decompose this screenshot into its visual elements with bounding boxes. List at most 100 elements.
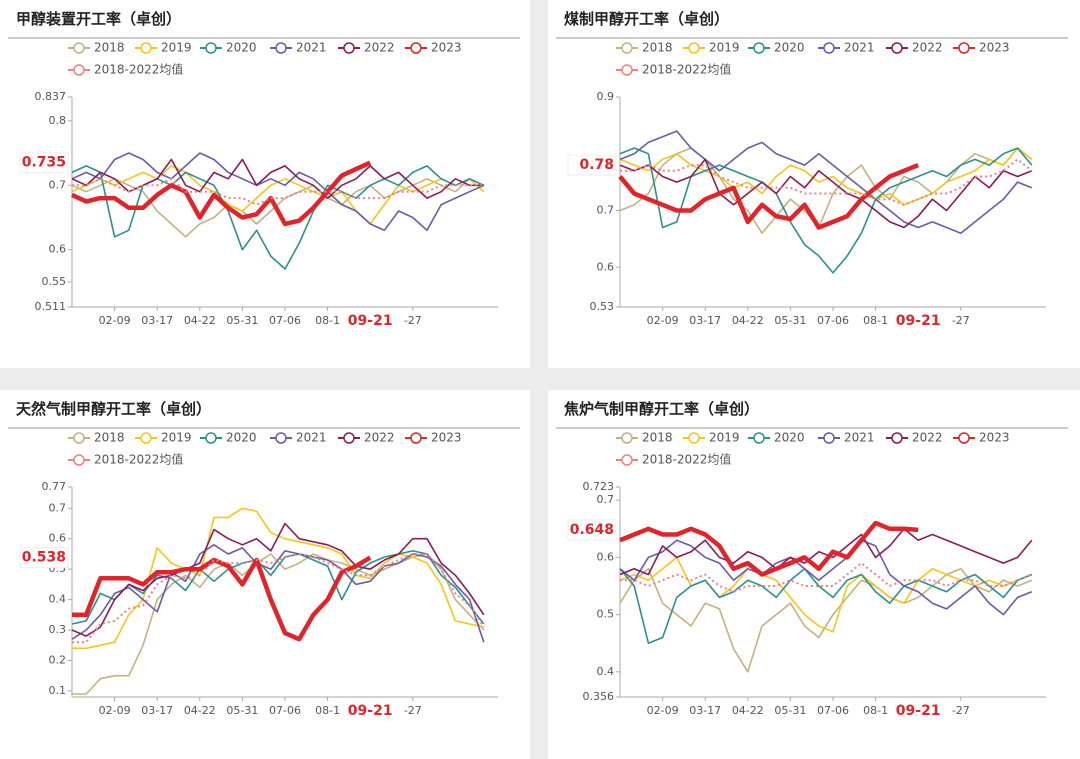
legend-marker xyxy=(205,42,217,54)
series-line xyxy=(619,556,1033,633)
x-tick-label: 04-22 xyxy=(732,314,764,327)
series-line xyxy=(620,562,1033,593)
x-tick-label: 04-22 xyxy=(732,704,764,717)
legend-marker xyxy=(823,432,835,444)
series-line xyxy=(71,165,485,270)
y-tick-label: 0.6 xyxy=(49,532,67,545)
legend-label: 2022 xyxy=(912,431,943,445)
legend-marker xyxy=(140,42,152,54)
legend-label: 2022 xyxy=(364,41,395,55)
legend-marker xyxy=(621,432,633,444)
series-line xyxy=(71,158,484,199)
legend-label: 2022 xyxy=(912,41,943,55)
x-tick-label: 08-1 xyxy=(315,704,340,717)
series-line xyxy=(619,528,1033,576)
legend-label: 2023 xyxy=(431,431,462,445)
legend-marker xyxy=(891,42,903,54)
x-tick-label: 03-17 xyxy=(689,314,721,327)
legend-marker xyxy=(343,42,355,54)
series-line xyxy=(71,160,372,227)
legend-label: 2019 xyxy=(161,431,192,445)
pointer-x-box xyxy=(346,311,395,331)
legend-label: 2018 xyxy=(642,431,673,445)
chart-title: 焦炉气制甲醇开工率（卓创） xyxy=(563,400,759,418)
series-line xyxy=(619,147,1033,206)
legend-marker xyxy=(891,432,903,444)
legend-label: 2018 xyxy=(642,41,673,55)
legend-marker xyxy=(753,42,765,54)
x-tick-label: 08-1 xyxy=(863,704,888,717)
pointer-y-box xyxy=(567,519,617,541)
legend-marker xyxy=(753,432,765,444)
series-line xyxy=(71,550,485,625)
y-tick-label: 0.6 xyxy=(597,260,615,273)
x-tick-label: 03-17 xyxy=(141,314,173,327)
legend-marker xyxy=(73,42,85,54)
legend-marker xyxy=(73,454,85,466)
pointer-x-label: 09-21 xyxy=(896,703,941,719)
x-tick-label: 08-1 xyxy=(863,314,888,327)
legend-label: 2018 xyxy=(94,431,125,445)
legend-marker xyxy=(343,432,355,444)
chart: 天然气制甲醇开工率（卓创） 2018 2019 2020 2021 2022 2023 201… xyxy=(8,400,520,721)
y-tick-label: 0.4 xyxy=(597,665,615,678)
legend-marker xyxy=(958,432,970,444)
legend-marker xyxy=(205,432,217,444)
x-tick-label: 05-31 xyxy=(226,314,258,327)
y-tick-label: 0.53 xyxy=(590,300,615,313)
series-line xyxy=(619,520,919,577)
legend-marker xyxy=(275,42,287,54)
legend-marker xyxy=(621,454,633,466)
chart-title: 天然气制甲醇开工率（卓创） xyxy=(16,400,211,418)
legend-label: 2021 xyxy=(296,431,327,445)
series-line xyxy=(619,147,1033,274)
pointer-y-label: 0.648 xyxy=(570,522,614,538)
pointer-y-label: 0.735 xyxy=(22,155,66,171)
y-tick-label: 0.55 xyxy=(42,275,67,288)
legend-marker xyxy=(958,42,970,54)
x-tick-label: 07-06 xyxy=(817,704,849,717)
y-tick-label: 0.7 xyxy=(49,501,67,514)
legend-label: 2021 xyxy=(844,431,875,445)
y-tick-label: 0.7 xyxy=(597,204,615,217)
pointer-y-label: 0.538 xyxy=(22,550,66,566)
pointer-x-box xyxy=(894,311,943,331)
x-tick-label: 05-31 xyxy=(774,704,806,717)
pointer-x-label: 09-21 xyxy=(348,703,393,719)
x-tick-label: 02-09 xyxy=(647,314,679,327)
y-tick-label: 0.7 xyxy=(597,493,615,506)
x-tick-label: 04-22 xyxy=(184,704,216,717)
y-tick-label: 0.356 xyxy=(583,690,615,703)
legend-marker xyxy=(73,432,85,444)
legend-label: 2020 xyxy=(774,431,805,445)
legend-label: 2018-2022均值 xyxy=(642,62,731,77)
legend-marker xyxy=(621,64,633,76)
series-line xyxy=(620,158,1033,206)
pointer-y-label: 0.78 xyxy=(579,157,614,173)
x-tick-label: 02-09 xyxy=(99,704,131,717)
pointer-y-box xyxy=(19,152,69,174)
series-line xyxy=(72,555,372,642)
y-tick-label: 0.6 xyxy=(49,243,67,256)
panel: 天然气制甲醇开工率（卓创） 2018 2019 2020 2021 2022 2023 201… xyxy=(0,390,530,759)
y-tick-label: 0.77 xyxy=(42,480,67,493)
chart-title: 甲醇装置开工率（卓创） xyxy=(16,10,181,28)
panel: 焦炉气制甲醇开工率（卓创） 2018 2019 2020 2021 2022 2023 201… xyxy=(548,390,1080,759)
y-tick-label: 0.5 xyxy=(597,608,615,621)
pointer-y-box xyxy=(567,154,617,176)
legend-label: 2018 xyxy=(94,41,125,55)
y-tick-label: 0.3 xyxy=(49,623,67,636)
y-tick-label: 0.837 xyxy=(35,90,67,103)
legend-marker xyxy=(73,64,85,76)
chart: 煤制甲醇开工率（卓创） 2018 2019 2020 2021 2022 2023 2018-… xyxy=(556,10,1068,331)
panel: 甲醇装置开工率（卓创） 2018 2019 2020 2021 2022 2023 2018-… xyxy=(0,0,530,368)
series-line xyxy=(618,163,920,230)
legend-label: 2021 xyxy=(844,41,875,55)
legend-label: 2019 xyxy=(709,41,740,55)
legend-label: 2020 xyxy=(774,41,805,55)
legend-marker xyxy=(410,42,422,54)
series-line xyxy=(72,553,485,644)
series-line xyxy=(71,544,485,643)
legend-label: 2022 xyxy=(364,431,395,445)
